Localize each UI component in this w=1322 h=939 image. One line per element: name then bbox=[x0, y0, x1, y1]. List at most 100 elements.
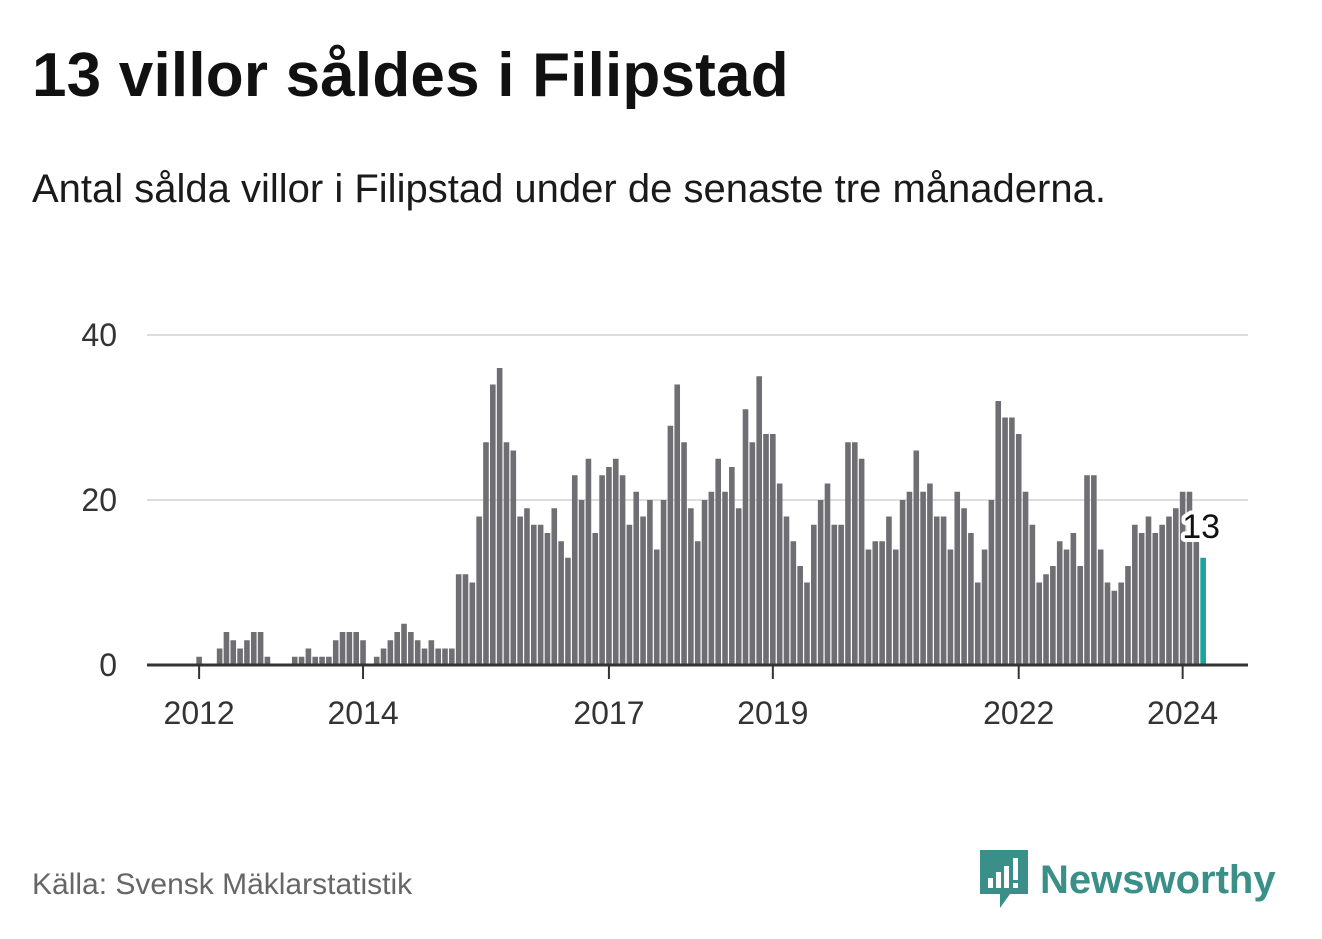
bar bbox=[763, 434, 769, 665]
bar bbox=[1097, 549, 1104, 665]
bar bbox=[660, 500, 667, 665]
bar bbox=[490, 384, 496, 665]
bar bbox=[892, 549, 899, 665]
bar bbox=[1166, 516, 1172, 665]
bar bbox=[1200, 557, 1206, 665]
chart-subtitle: Antal sålda villor i Filipstad under de … bbox=[32, 167, 1106, 211]
bar bbox=[578, 500, 585, 665]
bar bbox=[1111, 590, 1118, 665]
bar bbox=[988, 500, 995, 665]
bar bbox=[974, 582, 981, 665]
bar bbox=[701, 500, 708, 665]
y-tick-label: 0 bbox=[99, 647, 117, 683]
bar bbox=[824, 483, 831, 665]
bar bbox=[619, 475, 626, 665]
bar bbox=[517, 516, 523, 665]
bar bbox=[954, 491, 961, 665]
bar bbox=[353, 632, 360, 665]
bar bbox=[373, 656, 380, 665]
brand-logo: Newsworthy bbox=[980, 848, 1276, 912]
bar bbox=[264, 656, 271, 665]
bar bbox=[449, 648, 455, 665]
bar bbox=[715, 458, 721, 665]
bar bbox=[305, 648, 312, 665]
bar bbox=[756, 376, 762, 665]
bar bbox=[858, 458, 865, 665]
bar bbox=[961, 508, 967, 665]
annotations: 13 bbox=[1178, 504, 1224, 550]
bar bbox=[1084, 475, 1090, 665]
bar bbox=[947, 549, 954, 665]
bar bbox=[1118, 582, 1124, 665]
bar bbox=[599, 475, 605, 665]
bar bbox=[244, 640, 250, 665]
bar bbox=[865, 549, 872, 665]
bar bbox=[1070, 533, 1077, 665]
x-tick-label: 2022 bbox=[983, 695, 1054, 731]
x-tick-label: 2012 bbox=[164, 695, 235, 731]
bar bbox=[592, 533, 599, 665]
newsworthy-logo-icon bbox=[980, 850, 1028, 908]
bar bbox=[920, 491, 926, 665]
bar bbox=[749, 442, 756, 665]
bar bbox=[462, 574, 469, 665]
bar bbox=[537, 524, 544, 665]
y-axis-ticks: 0 20 40 bbox=[81, 317, 117, 683]
bars bbox=[196, 368, 1206, 665]
bar bbox=[879, 541, 885, 665]
bar bbox=[571, 475, 578, 665]
bar-chart: 0 20 40 2012 2014 2017 2019 2022 2024 13 bbox=[81, 317, 1248, 731]
bar bbox=[380, 648, 387, 665]
bar bbox=[1132, 524, 1138, 665]
bar bbox=[360, 640, 366, 665]
bar bbox=[496, 368, 503, 665]
bar bbox=[906, 491, 913, 665]
bar bbox=[585, 458, 592, 665]
bar bbox=[913, 450, 920, 665]
chart-title: 13 villor såldes i Filipstad bbox=[32, 41, 789, 110]
bar bbox=[326, 656, 332, 665]
bar bbox=[1104, 582, 1111, 665]
bar bbox=[831, 524, 838, 665]
bar bbox=[1179, 491, 1186, 665]
bar bbox=[469, 582, 476, 665]
bar bbox=[1125, 566, 1131, 665]
bar bbox=[674, 384, 681, 665]
bar bbox=[1077, 566, 1083, 665]
bar bbox=[558, 541, 564, 665]
bar bbox=[291, 656, 298, 665]
bar bbox=[852, 442, 858, 665]
bar bbox=[1022, 491, 1029, 665]
bar bbox=[257, 632, 264, 665]
bar bbox=[804, 582, 810, 665]
bar bbox=[1036, 582, 1043, 665]
bar bbox=[845, 442, 851, 665]
bar bbox=[1193, 541, 1200, 665]
bar bbox=[640, 516, 646, 665]
bar bbox=[1015, 434, 1022, 665]
bar bbox=[1138, 533, 1145, 665]
bar bbox=[606, 467, 612, 665]
bar bbox=[312, 656, 319, 665]
bar bbox=[968, 533, 974, 665]
bar bbox=[230, 640, 237, 665]
bar bbox=[332, 640, 339, 665]
bar bbox=[544, 533, 551, 665]
bar bbox=[483, 442, 489, 665]
bar bbox=[346, 632, 353, 665]
bar bbox=[1050, 566, 1056, 665]
bar bbox=[223, 632, 230, 665]
bar bbox=[1186, 491, 1193, 665]
bar bbox=[421, 648, 428, 665]
bar bbox=[1009, 417, 1015, 665]
source-note: Källa: Svensk Mäklarstatistik bbox=[32, 868, 413, 901]
x-tick-label: 2019 bbox=[737, 695, 808, 731]
bar bbox=[790, 541, 797, 665]
bar bbox=[476, 516, 482, 665]
bar bbox=[981, 549, 988, 665]
bar bbox=[681, 442, 687, 665]
bar bbox=[216, 648, 223, 665]
bar bbox=[414, 640, 421, 665]
bar bbox=[927, 483, 933, 665]
brand-name: Newsworthy bbox=[1040, 857, 1276, 902]
